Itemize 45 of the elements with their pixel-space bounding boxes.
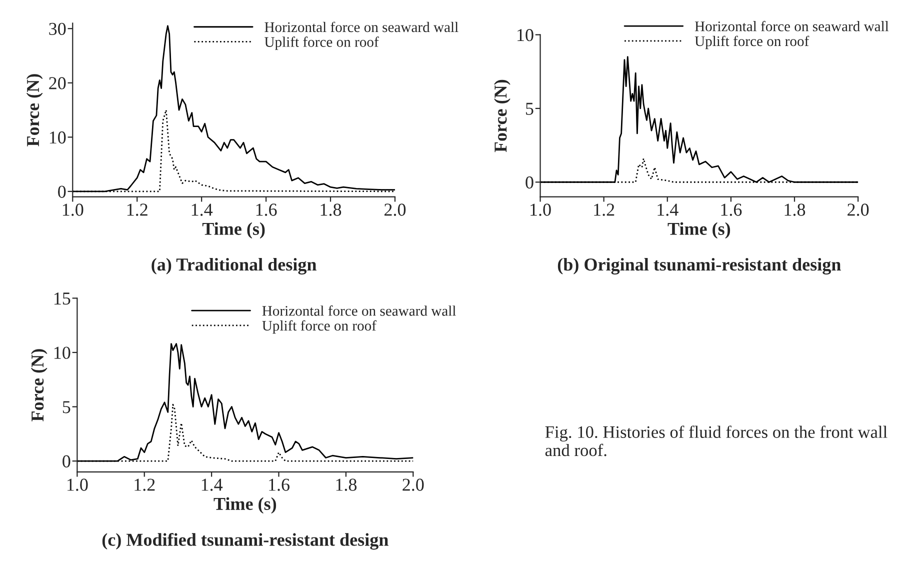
y-tick-label: 15 — [54, 292, 70, 305]
x-tick-label: 2.0 — [384, 204, 406, 216]
y-tick-label: 0 — [62, 455, 70, 468]
x-axis-title: Time (s) — [214, 497, 276, 514]
x-tick-label: 2.0 — [848, 204, 869, 216]
x-tick-label: 1.6 — [721, 204, 742, 216]
caption: Fig. 10. Histories of fluid forces on the front wall and roof. — [545, 426, 888, 456]
x-tick-label: 2.0 — [402, 478, 424, 491]
text: (c) Modified tsunami-resistant design — [102, 532, 388, 550]
y-tick-label: 5 — [62, 401, 70, 414]
text: (b) Original tsunami-resistant design — [558, 258, 841, 274]
x-tick-label: 1.4 — [192, 204, 213, 216]
y-tick-label: 5 — [526, 102, 534, 115]
y-axis-title: Force (N) — [30, 349, 48, 422]
x-tick-label: 1.2 — [127, 204, 148, 216]
x-tick-label: 1.8 — [784, 204, 806, 216]
x-tick-label: 1.8 — [320, 204, 342, 216]
x-axis-title: Time (s) — [202, 222, 265, 239]
legend-label: Uplift force on roof — [264, 36, 379, 50]
legend-label: Horizontal force on seaward wall — [262, 305, 456, 316]
x-tick-label: 1.6 — [256, 204, 277, 216]
y-axis-title: Force (N) — [26, 74, 43, 146]
x-tick-label: 1.0 — [67, 478, 88, 491]
x-tick-label: 1.2 — [134, 478, 155, 491]
y-tick-label: 0 — [526, 176, 534, 189]
legend-label: Horizontal force on seaward wall — [264, 22, 458, 32]
x-axis-title: Time (s) — [668, 222, 730, 239]
y-tick-label: 10 — [50, 131, 66, 144]
legend-label: Uplift force on roof — [262, 320, 376, 334]
x-tick-label: 1.0 — [530, 204, 551, 216]
text: (a) Traditional design — [152, 258, 316, 274]
legend-label: Uplift force on roof — [694, 36, 810, 50]
x-tick-label: 1.4 — [658, 204, 678, 216]
x-tick-label: 1.6 — [269, 478, 290, 491]
y-axis-title: Force (N) — [494, 80, 510, 152]
x-tick-label: 1.8 — [336, 478, 357, 491]
x-tick-label: 1.4 — [202, 478, 223, 491]
y-tick-label: 0 — [58, 186, 66, 198]
legend-label: Horizontal force on seaward wall — [694, 20, 889, 32]
x-tick-label: 1.0 — [62, 204, 84, 216]
x-tick-label: 1.2 — [594, 204, 614, 216]
y-tick-label: 20 — [49, 77, 66, 90]
y-tick-label: 10 — [518, 28, 534, 42]
y-tick-label: 30 — [49, 22, 66, 36]
y-tick-label: 10 — [54, 346, 70, 359]
